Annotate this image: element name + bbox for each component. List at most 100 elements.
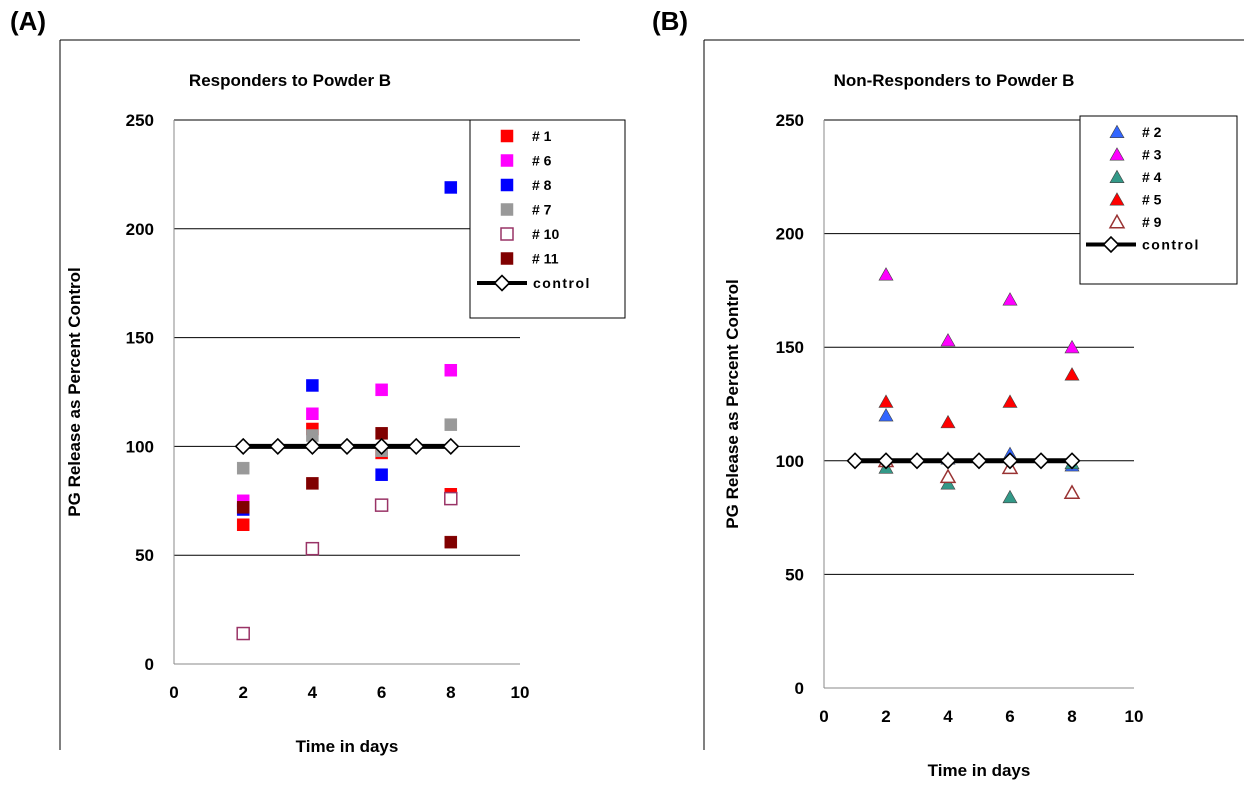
- data-point: [407, 437, 425, 455]
- x-axis-label: Time in days: [296, 737, 399, 756]
- data-point: [444, 535, 458, 549]
- y-tick-label: 250: [126, 111, 154, 130]
- series-3: [878, 267, 1080, 354]
- data-point: [375, 383, 388, 397]
- panel-b-label: (B): [652, 6, 689, 36]
- data-point: [236, 501, 250, 514]
- data-point: [940, 333, 956, 347]
- chart-panel-b: Non-Responders to Powder B05010015020025…: [703, 39, 1244, 780]
- data-point: [940, 414, 956, 429]
- y-tick-label: 200: [126, 220, 154, 239]
- data-point: [303, 437, 321, 455]
- legend: # 2 # 3 # 4 # 5 # 9 control: [1079, 115, 1238, 285]
- data-point: [970, 452, 988, 470]
- series-control: [234, 437, 460, 455]
- data-point: [1032, 452, 1050, 470]
- data-point: [444, 418, 458, 431]
- legend-item: # 7: [500, 202, 552, 218]
- legend-marker: [500, 129, 514, 143]
- chart-panel-a: Responders to Powder B 0 50 100 150 200 250 0 2 4…: [59, 39, 626, 756]
- x-tick-label: 6: [377, 683, 386, 702]
- legend-marker: [493, 274, 511, 292]
- legend-label: # 7: [532, 202, 552, 218]
- x-tick-label: 10: [1125, 707, 1144, 726]
- legend-label: control: [533, 275, 591, 291]
- data-point: [908, 452, 926, 470]
- legend-marker: [1109, 169, 1125, 183]
- legend-item: # 9: [1108, 213, 1162, 230]
- legend-label: # 3: [1142, 147, 1162, 163]
- legend-item: # 8: [500, 177, 552, 193]
- y-tick-label: 0: [145, 655, 154, 674]
- y-tick-label: 250: [776, 111, 804, 130]
- legend-marker: [500, 154, 514, 167]
- legend-label: # 11: [532, 251, 559, 267]
- y-tick-label: 150: [776, 338, 804, 357]
- series-8: [236, 181, 458, 516]
- data-point: [1063, 484, 1081, 500]
- data-point: [375, 427, 388, 440]
- legend-marker: [1102, 235, 1120, 254]
- legend-box: [1079, 115, 1238, 285]
- x-tick-label: 4: [943, 707, 953, 726]
- legend-label: # 10: [532, 226, 559, 242]
- legend-item: # 3: [1109, 147, 1162, 163]
- legend-marker: [500, 227, 514, 241]
- legend-item: # 6: [500, 153, 552, 169]
- legend-item: # 5: [1109, 192, 1162, 208]
- panel-a-label: (A): [10, 6, 47, 36]
- legend-marker: [1109, 192, 1125, 206]
- y-axis-label: PG Release as Percent Control: [723, 279, 742, 528]
- y-tick-label: 150: [126, 329, 154, 348]
- data-point: [306, 477, 319, 490]
- data-point: [374, 498, 389, 512]
- x-tick-label: 8: [446, 683, 455, 702]
- x-axis-label: Time in days: [928, 761, 1031, 780]
- chart-title: Responders to Powder B: [189, 71, 391, 90]
- data-point: [236, 626, 250, 641]
- data-point: [373, 437, 391, 455]
- data-point: [878, 394, 894, 408]
- x-tick-label: 6: [1005, 707, 1014, 726]
- legend-marker: [1109, 147, 1125, 161]
- x-tick-label: 4: [308, 683, 318, 702]
- x-tick-label: 2: [238, 683, 247, 702]
- legend-item: # 11: [500, 251, 559, 267]
- legend-marker: [500, 252, 514, 265]
- legend-marker: [500, 178, 514, 192]
- data-point: [236, 461, 250, 475]
- series-11: [236, 427, 458, 549]
- data-point: [444, 363, 458, 377]
- series-control: [846, 452, 1081, 470]
- legend-label: # 4: [1142, 169, 1162, 185]
- y-tick-label: 0: [795, 679, 804, 698]
- data-point: [1002, 292, 1018, 306]
- legend-label: # 1: [532, 128, 552, 144]
- data-point: [444, 181, 458, 194]
- x-tick-label: 0: [819, 707, 828, 726]
- data-point: [236, 518, 250, 531]
- legend-label: # 2: [1142, 124, 1162, 140]
- legend-item: # 4: [1109, 169, 1162, 185]
- legend-label: # 9: [1142, 214, 1162, 230]
- legend-marker: [500, 203, 514, 216]
- data-point: [442, 437, 460, 455]
- data-point: [234, 437, 252, 455]
- legend-label: # 6: [532, 153, 552, 169]
- legend-item: control: [1086, 235, 1198, 254]
- legend-item: # 2: [1109, 124, 1162, 140]
- data-point: [1064, 367, 1080, 381]
- y-tick-label: 50: [785, 565, 804, 584]
- x-tick-label: 0: [169, 683, 178, 702]
- data-point: [939, 452, 957, 470]
- series-6: [236, 363, 458, 508]
- legend-label: # 8: [532, 177, 552, 193]
- legend-item: # 1: [500, 128, 552, 144]
- data-point: [306, 379, 319, 392]
- legend-item: control: [477, 274, 591, 292]
- data-point: [1064, 339, 1080, 354]
- y-tick-label: 50: [135, 546, 154, 565]
- data-point: [1001, 452, 1019, 470]
- data-point: [878, 408, 894, 422]
